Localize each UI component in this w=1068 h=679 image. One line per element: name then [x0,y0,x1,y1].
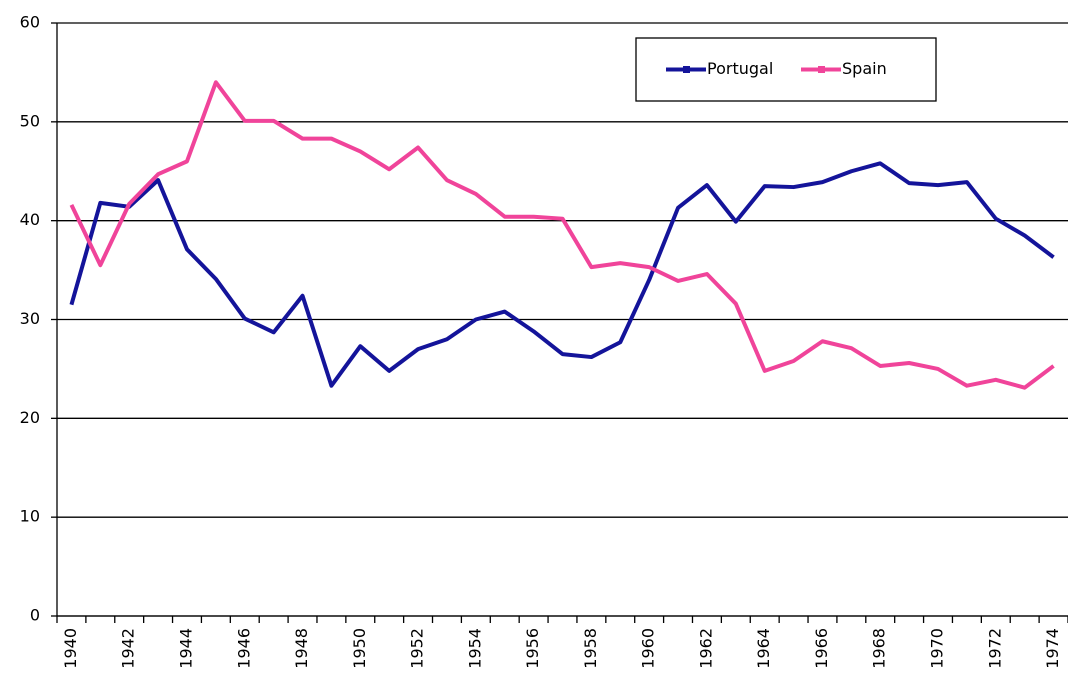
y-tick-label: 0 [30,606,40,625]
x-tick-label: 1940 [61,628,80,669]
y-tick-label: 10 [20,507,40,526]
x-tick-label: 1950 [350,628,369,669]
x-tick-label: 1956 [523,628,542,669]
y-tick-label: 50 [20,111,40,130]
legend-marker [818,66,825,73]
x-tick-label: 1970 [928,628,947,669]
x-tick-label: 1960 [639,628,658,669]
x-tick-label: 1948 [292,628,311,669]
x-tick-label: 1968 [870,628,889,669]
x-tick-label: 1966 [812,628,831,669]
x-tick-label: 1944 [176,628,195,669]
y-tick-label: 30 [20,309,40,328]
x-tick-label: 1946 [234,628,253,669]
x-tick-label: 1942 [119,628,138,669]
x-tick-label: 1958 [581,628,600,669]
legend-label: Spain [842,59,887,78]
x-tick-label: 1954 [465,628,484,669]
legend-label: Portugal [707,59,773,78]
line-series [69,161,1055,388]
x-tick-label: 1972 [985,628,1004,669]
y-tick-label: 60 [20,13,40,32]
line-series [69,80,1055,390]
x-tick-label: 1962 [696,628,715,669]
x-tick-label: 1952 [408,628,427,669]
legend-marker [683,66,690,73]
x-tick-label: 1974 [1043,628,1062,669]
x-tick-label: 1964 [754,628,773,669]
y-tick-label: 40 [20,210,40,229]
y-tick-label: 20 [20,408,40,427]
